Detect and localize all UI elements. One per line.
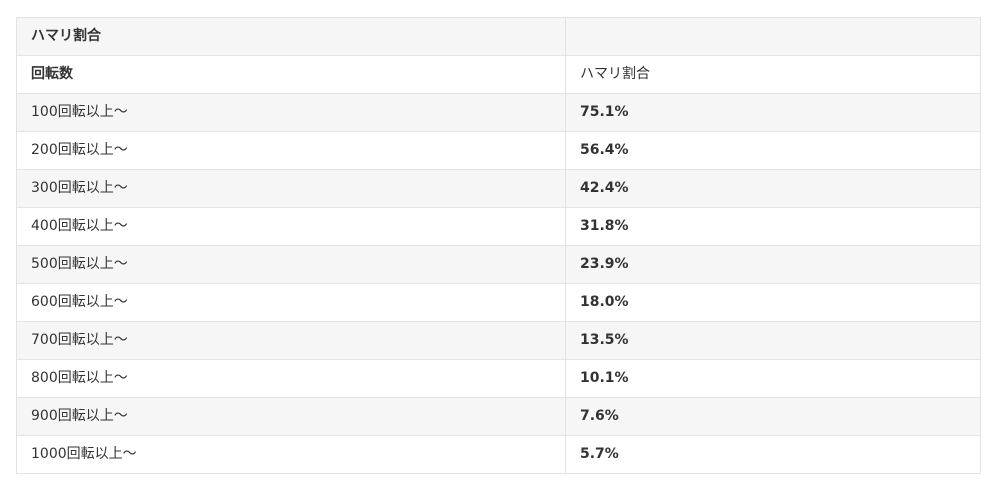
table-row: 700回転以上～ 13.5% (16, 321, 981, 360)
table-title-cell: ハマリ割合 (16, 17, 566, 56)
rate-cell: 10.1% (565, 359, 981, 398)
hamari-rate-table-container: ハマリ割合 回転数 ハマリ割合 100回転以上～ 75.1% 200回転以上～ … (16, 17, 981, 474)
spins-cell: 800回転以上～ (16, 359, 566, 398)
table-body: ハマリ割合 回転数 ハマリ割合 100回転以上～ 75.1% 200回転以上～ … (16, 17, 981, 474)
table-row: 400回転以上～ 31.8% (16, 207, 981, 246)
table-row: 600回転以上～ 18.0% (16, 283, 981, 322)
rate-cell: 56.4% (565, 131, 981, 170)
spins-cell: 500回転以上～ (16, 245, 566, 284)
spins-cell: 200回転以上～ (16, 131, 566, 170)
rate-cell: 7.6% (565, 397, 981, 436)
spins-cell: 400回転以上～ (16, 207, 566, 246)
table-row: 200回転以上～ 56.4% (16, 131, 981, 170)
rate-cell: 31.8% (565, 207, 981, 246)
table-title-empty-cell (565, 17, 981, 56)
table-row: 100回転以上～ 75.1% (16, 93, 981, 132)
rate-cell: 75.1% (565, 93, 981, 132)
spins-cell: 1000回転以上～ (16, 435, 566, 474)
table-title-row: ハマリ割合 (16, 17, 981, 56)
header-rate: ハマリ割合 (565, 55, 981, 94)
rate-cell: 18.0% (565, 283, 981, 322)
spins-cell: 900回転以上～ (16, 397, 566, 436)
rate-cell: 23.9% (565, 245, 981, 284)
spins-cell: 600回転以上～ (16, 283, 566, 322)
table-row: 800回転以上～ 10.1% (16, 359, 981, 398)
rate-cell: 42.4% (565, 169, 981, 208)
table-header-row: 回転数 ハマリ割合 (16, 55, 981, 94)
rate-cell: 13.5% (565, 321, 981, 360)
table-row: 900回転以上～ 7.6% (16, 397, 981, 436)
header-spins: 回転数 (16, 55, 566, 94)
table-row: 300回転以上～ 42.4% (16, 169, 981, 208)
table-row: 1000回転以上～ 5.7% (16, 435, 981, 474)
rate-cell: 5.7% (565, 435, 981, 474)
spins-cell: 300回転以上～ (16, 169, 566, 208)
table-row: 500回転以上～ 23.9% (16, 245, 981, 284)
spins-cell: 100回転以上～ (16, 93, 566, 132)
hamari-rate-table: ハマリ割合 回転数 ハマリ割合 100回転以上～ 75.1% 200回転以上～ … (16, 17, 981, 474)
spins-cell: 700回転以上～ (16, 321, 566, 360)
